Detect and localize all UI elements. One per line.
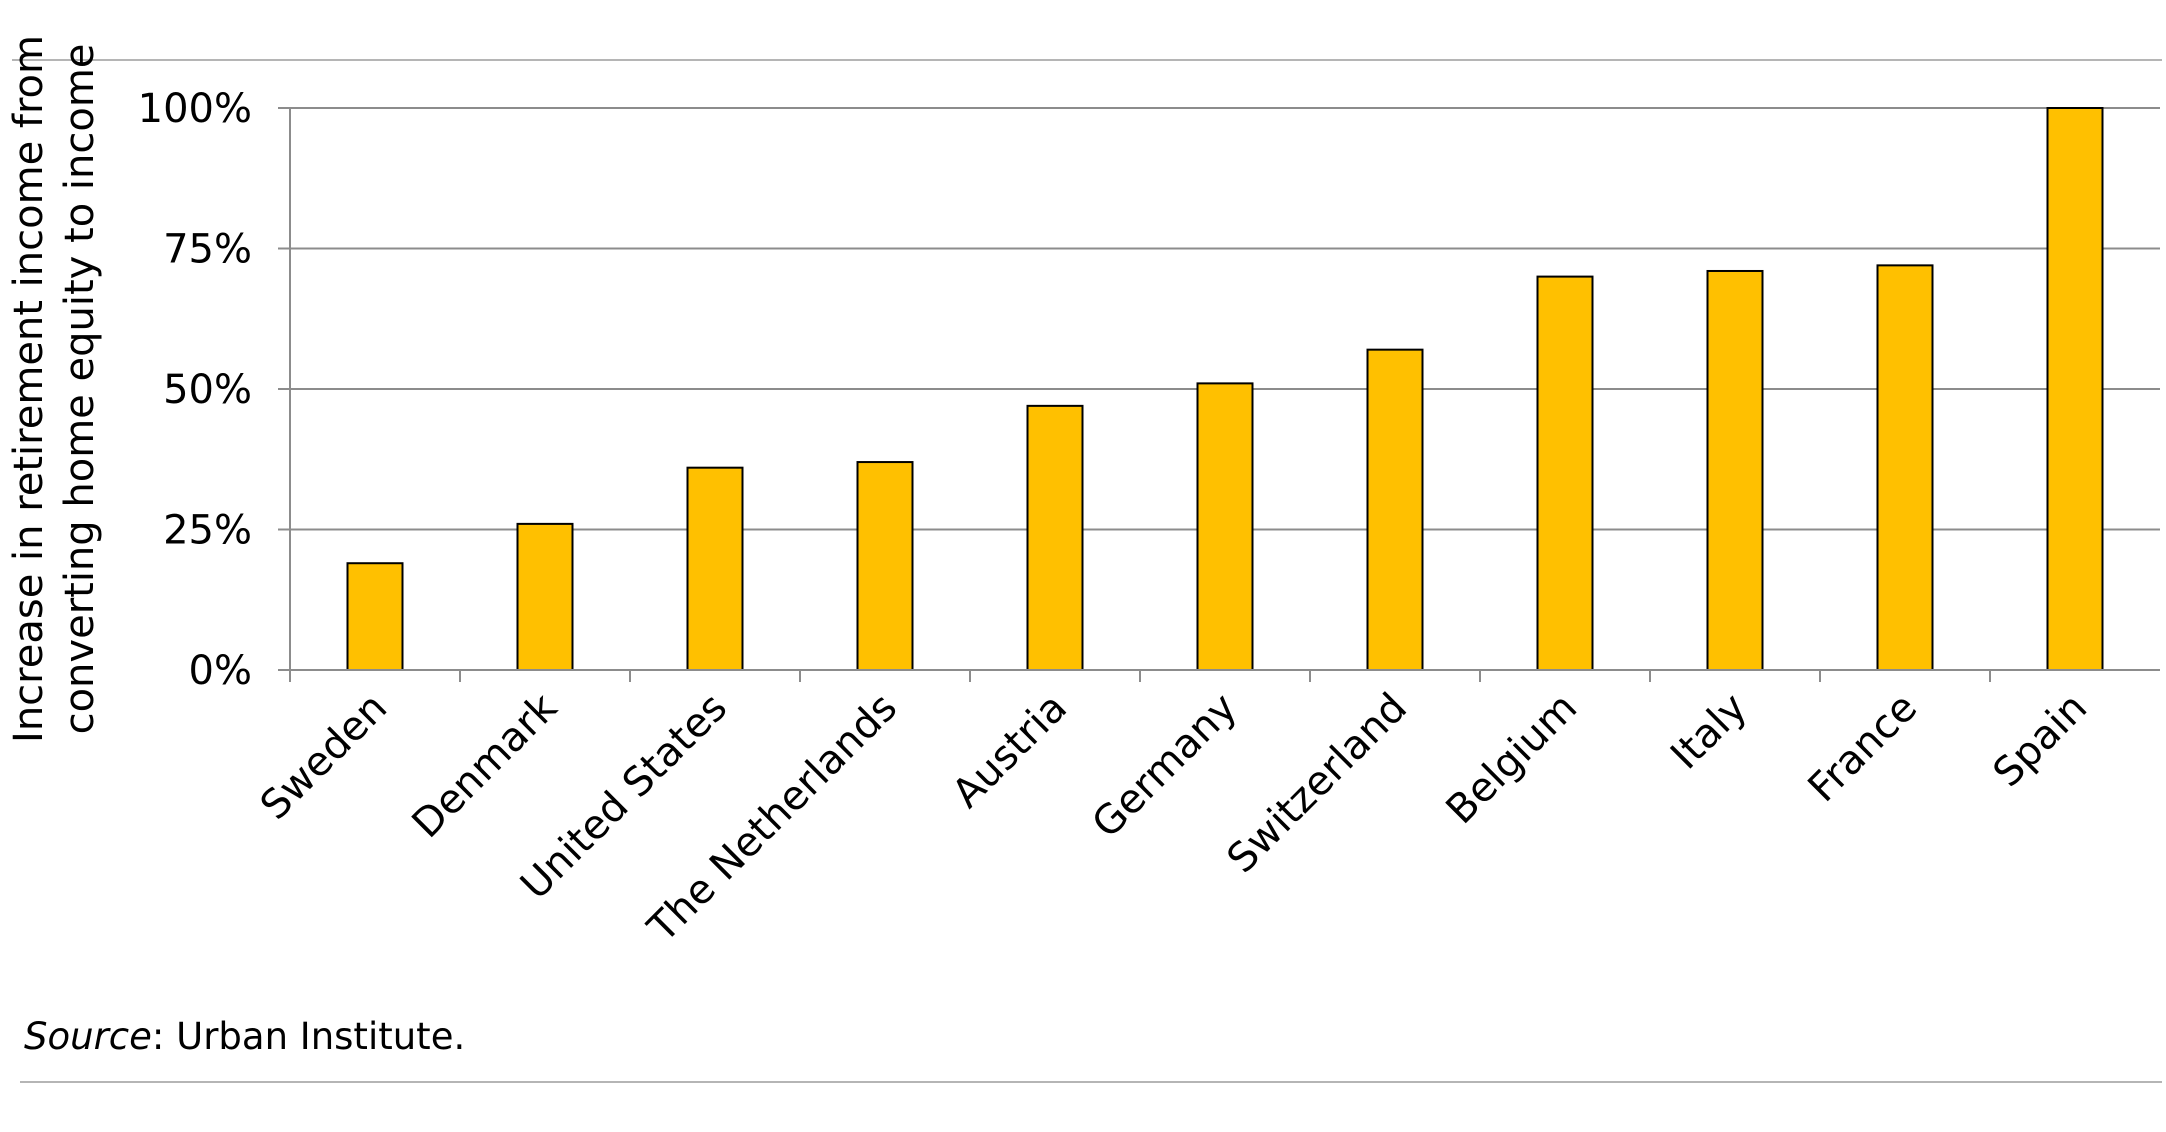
bar-belgium — [1536, 275, 1594, 671]
top-rule — [12, 59, 2162, 61]
y-axis-label-line: Increase in retirement income from — [6, 35, 52, 743]
bar-germany — [1196, 382, 1254, 671]
y-tick-label: 25% — [163, 508, 252, 554]
bar-united-states — [686, 466, 744, 671]
y-tick-label: 100% — [138, 86, 252, 132]
y-tick-label: 50% — [163, 367, 252, 413]
y-axis-label-line: converting home equity to income — [57, 44, 103, 735]
y-tick-label: 75% — [163, 227, 252, 273]
x-tick-label: Germany — [1084, 685, 1247, 848]
y-tick-label: 0% — [189, 648, 252, 694]
x-tick-label: Switzerland — [1219, 685, 1417, 883]
bars — [346, 107, 2104, 671]
x-tick-label: Austria — [944, 685, 1076, 817]
x-tick-label: Denmark — [404, 684, 567, 847]
bar-spain — [2046, 107, 2104, 671]
y-axis-ticks: 0% 25% 50% 75% 100% — [138, 86, 290, 694]
source-label: Source — [24, 1015, 152, 1058]
source-note: Source: Urban Institute. — [24, 1018, 465, 1055]
y-axis-label: Increase in retirement income from conver… — [6, 35, 103, 743]
axes — [289, 108, 2160, 671]
bar-italy — [1706, 269, 1764, 671]
bar-sweden — [346, 562, 404, 671]
bar-denmark — [516, 522, 574, 671]
source-text: : Urban Institute. — [151, 1015, 466, 1058]
bar-austria — [1026, 404, 1084, 671]
x-tick-label: Spain — [1985, 685, 2097, 797]
bar-france — [1876, 264, 1934, 671]
x-tick-label: Italy — [1662, 685, 1756, 779]
x-tick-label: Belgium — [1438, 685, 1586, 833]
bar-switzerland — [1366, 348, 1424, 671]
x-tick-label: Sweden — [252, 685, 396, 829]
x-tick-label: France — [1799, 685, 1926, 812]
bar-the-netherlands — [856, 461, 914, 671]
bottom-rule — [20, 1081, 2162, 1083]
